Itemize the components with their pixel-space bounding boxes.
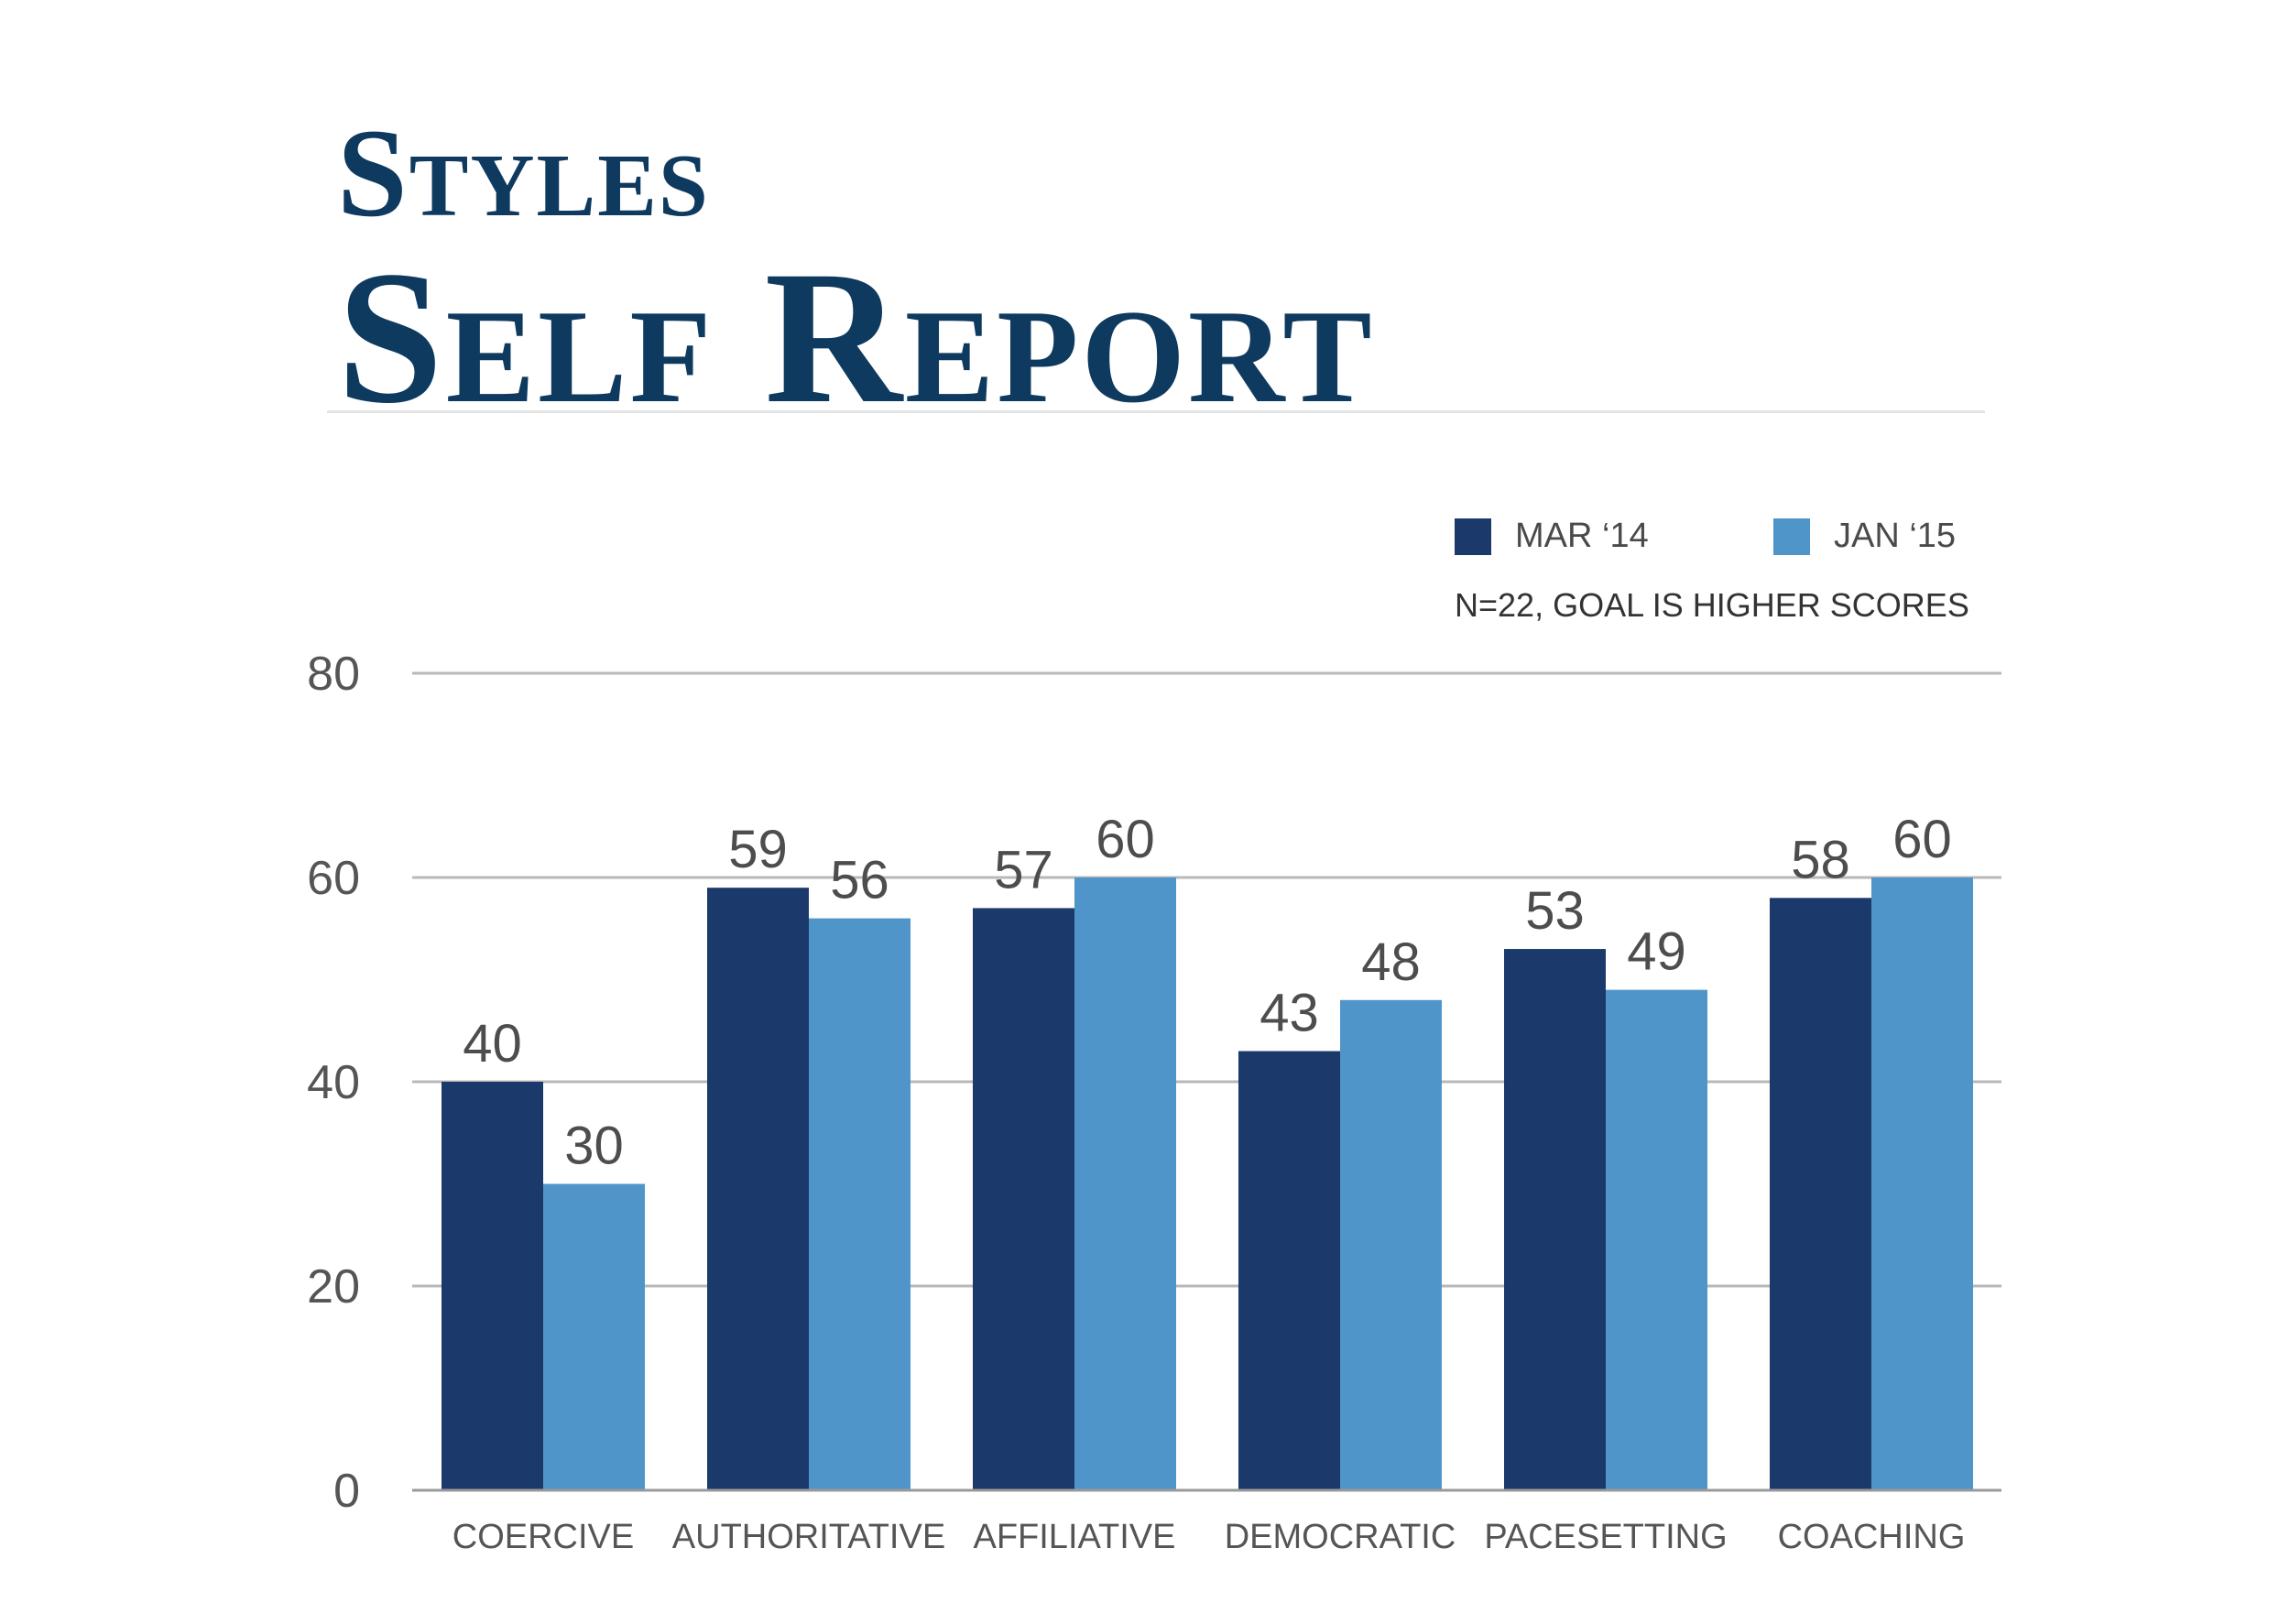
y-tick-label-60: 60 [307,852,360,905]
bar-affiliative-series-0 [973,908,1074,1490]
x-tick-label-authoritative: AUTHORITATIVE [672,1518,945,1556]
data-label-democratic-series-1: 48 [1361,932,1421,992]
x-tick-label-coercive: COERCIVE [453,1518,634,1556]
sample-note: N=22, GOAL IS HIGHER SCORES [1455,586,1969,624]
chart-title: Styles Self Report [337,103,1375,442]
legend-label-jan-15: JAN ‘15 [1834,517,1957,555]
legend-item-mar-14: MAR ‘14 [1455,517,1649,556]
legend-swatch-mar-14 [1455,518,1491,555]
x-tick-label-coaching: COACHING [1778,1518,1966,1556]
x-tick-label-democratic: DEMOCRATIC [1225,1518,1456,1556]
y-tick-label-40: 40 [307,1056,360,1109]
legend-label-mar-14: MAR ‘14 [1515,517,1649,555]
data-label-coaching-series-1: 60 [1892,810,1952,869]
bar-democratic-series-0 [1238,1051,1340,1490]
bar-coaching-series-0 [1770,898,1871,1490]
x-tick-label-affiliative: AFFILIATIVE [973,1518,1175,1556]
bar-pacesetting-series-1 [1606,989,1707,1490]
data-label-coercive-series-0: 40 [463,1014,522,1074]
y-tick-label-20: 20 [307,1260,360,1313]
bar-affiliative-series-1 [1074,877,1176,1490]
data-label-affiliative-series-0: 57 [994,840,1053,899]
title-line-2: Self Report [337,232,1375,442]
legend-swatch-jan-15 [1773,518,1810,555]
bar-coercive-series-0 [442,1082,543,1490]
x-tick-label-pacesetting: PACESETTING [1484,1518,1727,1556]
bar-authoritative-series-1 [809,918,911,1490]
bar-authoritative-series-0 [707,888,809,1490]
data-label-coaching-series-0: 58 [1791,830,1850,889]
y-tick-label-80: 80 [307,648,360,701]
data-label-pacesetting-series-1: 49 [1627,922,1686,982]
legend-item-jan-15: JAN ‘15 [1773,517,1956,556]
bar-pacesetting-series-0 [1504,949,1606,1490]
bar-democratic-series-1 [1340,999,1442,1490]
title-line-1: Styles [337,103,710,243]
bar-coercive-series-1 [543,1183,645,1490]
data-label-coercive-series-1: 30 [564,1117,624,1176]
data-label-authoritative-series-0: 59 [728,820,788,879]
bar-coaching-series-1 [1871,877,1973,1490]
data-label-affiliative-series-1: 60 [1096,810,1155,869]
data-label-pacesetting-series-0: 53 [1525,881,1585,941]
data-label-democratic-series-0: 43 [1260,984,1319,1043]
title-divider [327,410,1985,413]
data-label-authoritative-series-1: 56 [830,851,889,910]
y-tick-label-0: 0 [333,1465,360,1518]
